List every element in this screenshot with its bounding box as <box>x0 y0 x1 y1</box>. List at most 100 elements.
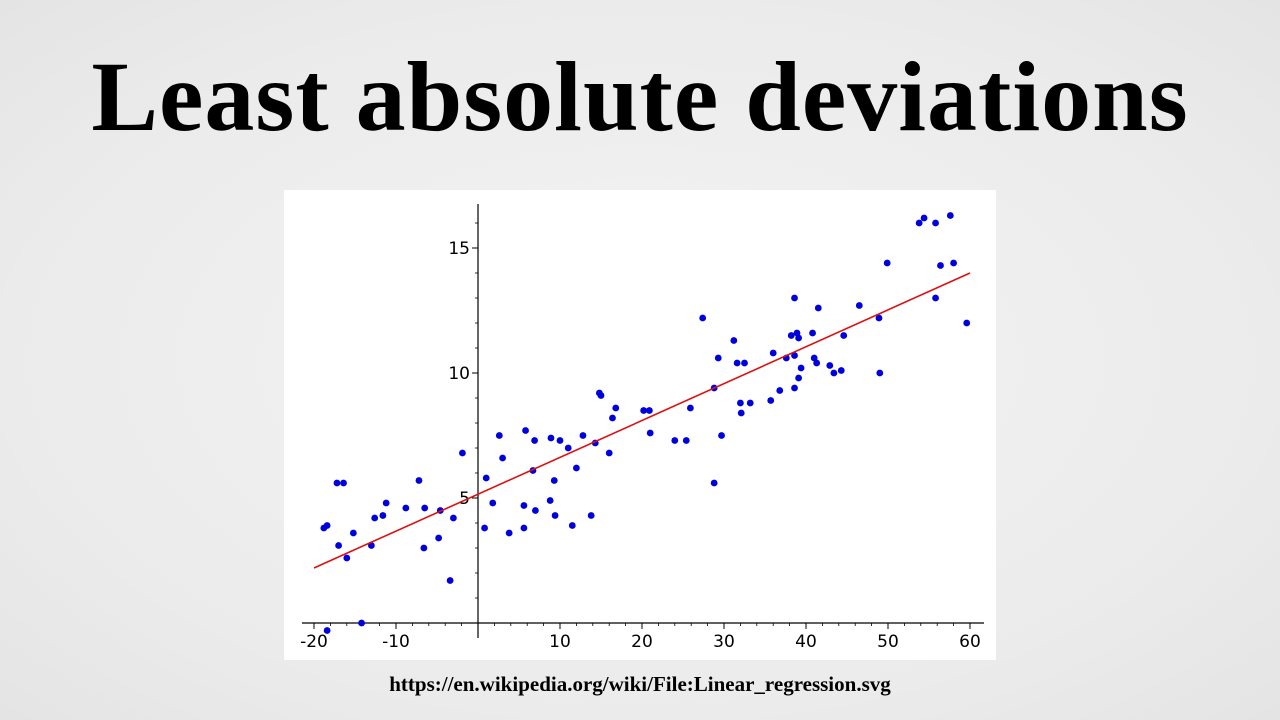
data-point <box>547 434 555 442</box>
data-point <box>459 449 466 457</box>
data-point <box>358 619 365 627</box>
data-point <box>482 474 490 482</box>
data-point <box>787 332 795 339</box>
data-point <box>382 499 390 507</box>
x-tick-label: 30 <box>713 632 735 652</box>
data-point <box>335 542 342 549</box>
data-point <box>769 349 777 357</box>
data-point <box>333 479 341 487</box>
data-point <box>840 332 848 339</box>
data-point <box>718 432 725 439</box>
data-point <box>323 522 331 529</box>
data-point <box>826 362 834 369</box>
data-point <box>814 304 822 312</box>
data-point <box>746 399 754 407</box>
data-point <box>920 214 928 222</box>
data-point <box>937 262 944 269</box>
x-tick-label: 10 <box>549 632 571 652</box>
data-point <box>556 437 564 444</box>
data-point <box>612 404 620 412</box>
data-point <box>950 259 957 267</box>
data-point <box>791 384 798 392</box>
data-point <box>963 319 971 327</box>
data-point <box>421 504 429 512</box>
data-point <box>340 479 347 487</box>
data-point <box>489 499 497 507</box>
data-point <box>371 514 379 522</box>
tick-labels: -20 -10 10 20 30 40 50 60 5 10 15 <box>300 239 981 652</box>
data-point <box>522 427 529 434</box>
data-point <box>813 359 821 367</box>
data-point <box>876 369 884 377</box>
data-point <box>932 294 939 302</box>
data-point <box>505 529 513 537</box>
data-point <box>531 437 538 444</box>
page-title: Least absolute deviations <box>91 41 1189 152</box>
data-point <box>795 374 803 382</box>
data-point <box>797 364 805 372</box>
data-point <box>730 337 738 344</box>
data-point <box>568 522 576 529</box>
x-tick-label: -20 <box>300 632 328 652</box>
data-point <box>837 367 845 374</box>
data-point <box>883 259 891 267</box>
data-point <box>741 359 748 367</box>
data-point <box>699 314 707 322</box>
data-point <box>915 219 923 227</box>
data-point <box>579 432 587 439</box>
x-tick-label: 60 <box>959 632 981 652</box>
fit-line-layer <box>313 272 971 569</box>
axes <box>302 204 984 638</box>
y-tick-label: 10 <box>448 364 470 384</box>
data-point <box>682 437 690 444</box>
x-tick-label: 50 <box>877 632 899 652</box>
data-point <box>343 554 351 562</box>
data-points <box>320 212 971 634</box>
data-point <box>646 429 654 437</box>
data-point <box>809 329 816 337</box>
data-point <box>605 449 613 457</box>
data-point <box>737 409 745 417</box>
data-point <box>499 454 506 462</box>
data-point <box>791 294 798 302</box>
data-point <box>830 369 838 377</box>
data-point <box>550 477 558 484</box>
data-point <box>795 334 803 342</box>
data-point <box>435 534 443 542</box>
x-tick-label: -10 <box>382 632 410 652</box>
data-point <box>520 502 528 509</box>
data-point <box>609 414 616 422</box>
data-point <box>714 354 722 362</box>
data-point <box>597 392 605 399</box>
data-point <box>349 529 357 537</box>
data-point <box>645 407 653 414</box>
data-point <box>450 514 457 522</box>
data-point <box>946 212 954 219</box>
data-point <box>710 479 718 487</box>
regression-line <box>313 272 971 569</box>
data-point <box>481 524 488 532</box>
data-point <box>875 314 883 322</box>
data-point <box>733 359 741 367</box>
data-point <box>573 464 580 472</box>
data-point <box>520 524 528 532</box>
data-point <box>640 407 648 414</box>
data-point <box>686 404 694 412</box>
data-point <box>495 432 503 439</box>
data-point <box>776 387 784 394</box>
data-point <box>587 512 595 519</box>
data-point <box>564 444 572 452</box>
source-url: https://en.wikipedia.org/wiki/File:Linea… <box>389 672 891 696</box>
data-point <box>546 497 554 504</box>
scatter-chart: -20 -10 10 20 30 40 50 60 5 10 15 <box>300 204 984 652</box>
x-tick-label: 40 <box>795 632 817 652</box>
data-point <box>737 399 744 407</box>
data-point <box>379 512 387 519</box>
data-point <box>446 577 454 584</box>
y-tick-label: 15 <box>448 239 470 259</box>
y-tick-label: 5 <box>459 489 470 509</box>
data-point <box>671 437 679 444</box>
data-point <box>323 627 331 634</box>
data-point <box>855 302 863 309</box>
scatter-chart-panel: -20 -10 10 20 30 40 50 60 5 10 15 <box>284 190 996 660</box>
